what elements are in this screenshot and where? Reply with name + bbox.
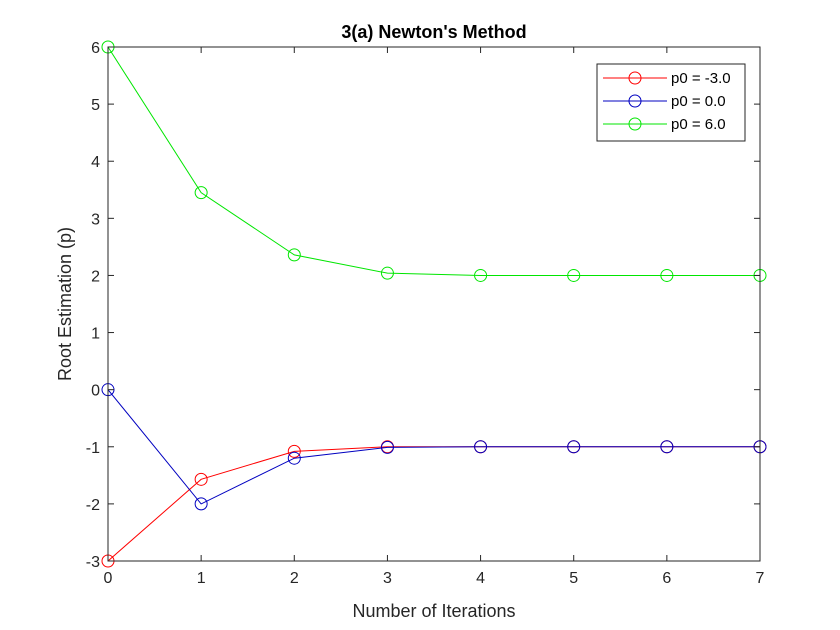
y-tick-label: 6 bbox=[91, 40, 100, 57]
legend-item: p0 = 6.0 bbox=[603, 116, 726, 133]
data-point bbox=[474, 440, 488, 454]
legend: p0 = -3.0 p0 = 0.0 p0 = 6.0 bbox=[596, 63, 746, 142]
y-tick-label: 1 bbox=[91, 326, 100, 343]
x-axis-label: Number of Iterations bbox=[352, 601, 515, 621]
data-point bbox=[380, 266, 394, 280]
y-tick-label: -2 bbox=[86, 497, 100, 514]
data-point bbox=[287, 444, 301, 458]
legend-item: p0 = -3.0 bbox=[603, 70, 731, 87]
x-tick-label: 5 bbox=[569, 570, 578, 587]
data-point bbox=[194, 472, 208, 486]
chart-title: 3(a) Newton's Method bbox=[341, 22, 526, 42]
data-point bbox=[660, 440, 674, 454]
series-line-2 bbox=[107, 46, 760, 276]
legend-label: p0 = 6.0 bbox=[671, 116, 726, 133]
x-tick-label: 3 bbox=[383, 570, 392, 587]
data-point bbox=[287, 248, 301, 262]
legend-label: p0 = -3.0 bbox=[671, 70, 731, 87]
y-tick-label: 0 bbox=[91, 383, 100, 400]
legend-item: p0 = 0.0 bbox=[603, 93, 726, 110]
y-tick-label: -1 bbox=[86, 440, 100, 457]
y-axis-label: Root Estimation (p) bbox=[55, 227, 75, 381]
y-tick-label: 3 bbox=[91, 211, 100, 228]
y-tick-label: -3 bbox=[86, 554, 100, 571]
legend-label: p0 = 0.0 bbox=[671, 93, 726, 110]
data-point bbox=[567, 440, 581, 454]
series-line-1 bbox=[107, 389, 760, 505]
legend-marker bbox=[628, 117, 642, 131]
data-point bbox=[287, 451, 301, 465]
x-tick-label: 4 bbox=[476, 570, 485, 587]
x-tick-label: 0 bbox=[104, 570, 113, 587]
data-point bbox=[194, 497, 208, 511]
data-point bbox=[194, 186, 208, 200]
data-point bbox=[567, 268, 581, 282]
y-ticks: -3 -2 -1 0 1 2 3 4 5 6 bbox=[86, 40, 760, 571]
legend-marker bbox=[628, 71, 642, 85]
y-tick-label: 2 bbox=[91, 268, 100, 285]
x-ticks: 0 1 2 3 4 5 6 7 bbox=[104, 47, 765, 587]
legend-marker bbox=[628, 94, 642, 108]
x-tick-label: 6 bbox=[662, 570, 671, 587]
y-tick-label: 5 bbox=[91, 97, 100, 114]
y-tick-label: 4 bbox=[91, 154, 100, 171]
x-tick-label: 1 bbox=[197, 570, 206, 587]
data-point bbox=[474, 268, 488, 282]
plot-frame bbox=[107, 46, 761, 562]
data-point bbox=[380, 440, 394, 454]
data-point bbox=[660, 268, 674, 282]
x-tick-label: 2 bbox=[290, 570, 299, 587]
legend-box bbox=[596, 63, 746, 142]
x-tick-label: 7 bbox=[756, 570, 765, 587]
